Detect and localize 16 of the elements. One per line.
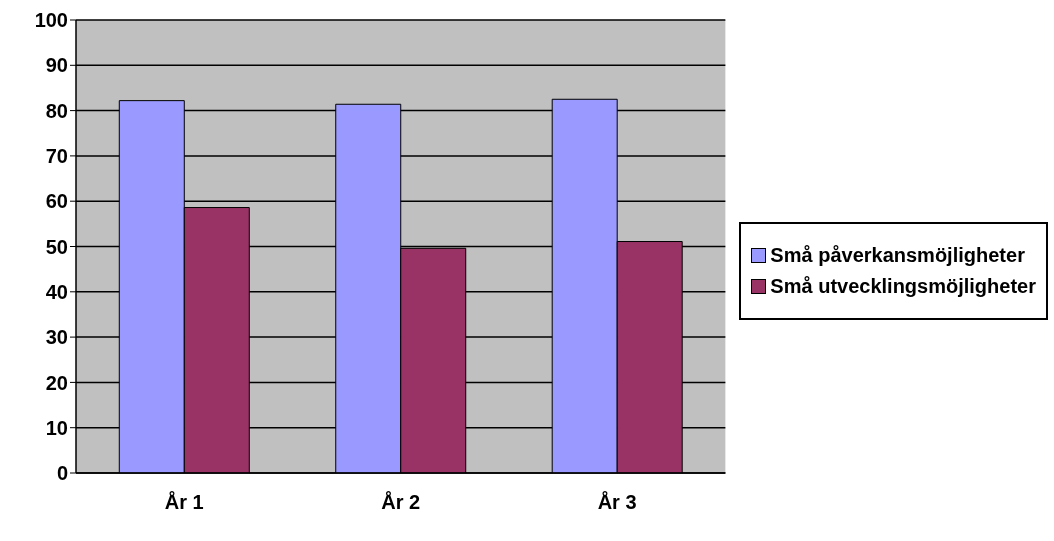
x-tick-label: År 3 (597, 490, 637, 514)
x-tick-label: År 2 (381, 490, 421, 514)
y-tick-label: 60 (45, 190, 68, 213)
y-tick-label: 90 (45, 54, 68, 77)
y-tick-label: 40 (45, 280, 68, 303)
y-tick-label: 30 (45, 326, 68, 349)
y-tick-label: 80 (45, 99, 68, 122)
y-tick-label: 10 (45, 416, 68, 439)
y-tick-label: 50 (45, 235, 68, 258)
y-tick-label: 0 (56, 462, 68, 485)
legend-label: Små påverkansmöjligheter (770, 243, 1025, 267)
legend-label: Små utvecklingsmöjligheter (770, 274, 1036, 298)
y-tick-label: 100 (34, 9, 68, 32)
y-tick-label: 70 (45, 145, 68, 167)
y-tick-label: 20 (45, 371, 68, 394)
x-tick-label: År 1 (164, 490, 204, 514)
